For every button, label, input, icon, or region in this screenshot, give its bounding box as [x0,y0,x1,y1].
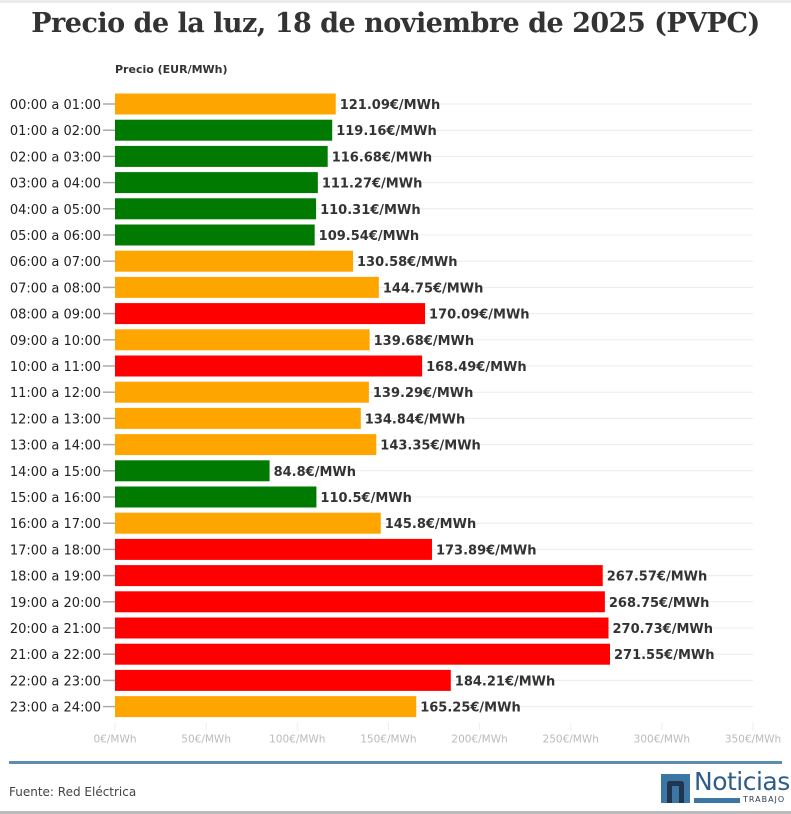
bar[interactable] [115,591,605,613]
category-label: 17:00 a 18:00 [10,543,101,558]
bar[interactable] [115,145,328,167]
value-labels: 121.09€/MWh 119.16€/MWh 116.68€/MWh 111.27€… [274,98,715,716]
category-label: 03:00 a 04:00 [10,177,101,192]
y-axis-label: Precio (EUR/MWh) [115,63,228,76]
bar[interactable] [115,434,377,456]
bar[interactable] [115,329,370,351]
chart-title: Precio de la luz, 18 de noviembre de 202… [31,8,760,39]
gridlines [103,103,753,708]
bar[interactable] [115,172,318,194]
category-labels: 00:00 a 01:00 01:00 a 02:00 02:00 a 03:00 0… [10,98,101,716]
value-label: 130.58€/MWh [357,255,458,270]
bar[interactable] [115,460,270,482]
x-tick-label: 150€/MWh [360,734,416,746]
value-label: 173.89€/MWh [436,543,537,558]
bar[interactable] [115,224,315,246]
category-label: 23:00 a 24:00 [10,701,101,716]
category-label: 00:00 a 01:00 [10,98,101,113]
category-label: 18:00 a 19:00 [10,570,101,585]
category-label: 11:00 a 12:00 [10,386,101,401]
category-label: 01:00 a 02:00 [10,124,101,139]
value-label: 165.25€/MWh [420,701,521,716]
x-axis-ticks: 0€/MWh 50€/MWh 100€/MWh 150€/MWh 200€/MWh 250… [94,722,781,746]
value-label: 119.16€/MWh [336,124,437,139]
category-label: 14:00 a 15:00 [10,465,101,480]
category-label: 09:00 a 10:00 [10,334,101,349]
category-label: 02:00 a 03:00 [10,150,101,165]
value-label: 110.5€/MWh [320,491,411,506]
value-label: 116.68€/MWh [332,150,433,165]
bar[interactable] [115,381,369,403]
value-label: 143.35€/MWh [380,439,481,454]
bar[interactable] [115,303,426,325]
value-label: 139.68€/MWh [374,334,475,349]
x-tick-label: 300€/MWh [634,734,690,746]
category-label: 07:00 a 08:00 [10,281,101,296]
x-tick-label: 50€/MWh [181,734,231,746]
noticias-trabajo-logo[interactable]: Noticias TRABAJO [661,767,790,807]
category-label: 22:00 a 23:00 [10,674,101,689]
bar[interactable] [115,565,603,587]
bar[interactable] [115,355,423,377]
bar[interactable] [115,696,417,718]
value-label: 271.55€/MWh [614,648,715,663]
bar[interactable] [115,93,336,115]
logo-subtitle: TRABAJO [743,795,786,804]
value-label: 111.27€/MWh [322,177,423,192]
bars [115,93,610,718]
category-label: 20:00 a 21:00 [10,622,101,637]
category-label: 21:00 a 22:00 [10,648,101,663]
footer-divider [9,761,782,764]
value-label: 84.8€/MWh [274,465,356,480]
value-label: 145.8€/MWh [385,517,476,532]
value-label: 109.54€/MWh [319,229,420,244]
bar[interactable] [115,669,451,691]
bar[interactable] [115,407,361,429]
x-tick-label: 350€/MWh [725,734,781,746]
bar[interactable] [115,486,317,508]
category-label: 12:00 a 13:00 [10,412,101,427]
bar[interactable] [115,198,317,220]
value-label: 110.31€/MWh [320,203,421,218]
value-label: 139.29€/MWh [373,386,474,401]
bar[interactable] [115,250,354,272]
logo-word: Noticias [694,767,790,796]
x-tick-label: 250€/MWh [543,734,599,746]
category-label: 10:00 a 11:00 [10,360,101,375]
top-border [0,0,791,3]
bottom-border [0,811,791,814]
value-label: 134.84€/MWh [365,412,466,427]
value-label: 267.57€/MWh [607,570,708,585]
category-label: 16:00 a 17:00 [10,517,101,532]
value-label: 168.49€/MWh [426,360,526,375]
value-label: 121.09€/MWh [340,98,441,113]
category-label: 06:00 a 07:00 [10,255,101,270]
value-label: 144.75€/MWh [383,281,484,296]
category-label: 19:00 a 20:00 [10,596,101,611]
bar[interactable] [115,119,333,141]
source-note: Fuente: Red Eléctrica [9,785,137,799]
x-tick-label: 100€/MWh [269,734,325,746]
category-label: 08:00 a 09:00 [10,308,101,323]
value-label: 270.73€/MWh [613,622,714,637]
bar-chart: 00:00 a 01:00 01:00 a 02:00 02:00 a 03:00 0… [10,93,781,746]
x-tick-label: 0€/MWh [94,734,137,746]
category-label: 05:00 a 06:00 [10,229,101,244]
category-label: 13:00 a 14:00 [10,439,101,454]
category-label: 04:00 a 05:00 [10,203,101,218]
bar[interactable] [115,276,379,298]
x-tick-label: 200€/MWh [451,734,507,746]
bar[interactable] [115,512,381,534]
category-label: 15:00 a 16:00 [10,491,101,506]
value-label: 268.75€/MWh [609,596,710,611]
logo-underline [694,798,740,803]
bar[interactable] [115,617,609,639]
bar[interactable] [115,643,610,665]
value-label: 184.21€/MWh [455,674,556,689]
value-label: 170.09€/MWh [429,308,530,323]
bar[interactable] [115,538,432,560]
logo-n-icon [661,774,690,803]
